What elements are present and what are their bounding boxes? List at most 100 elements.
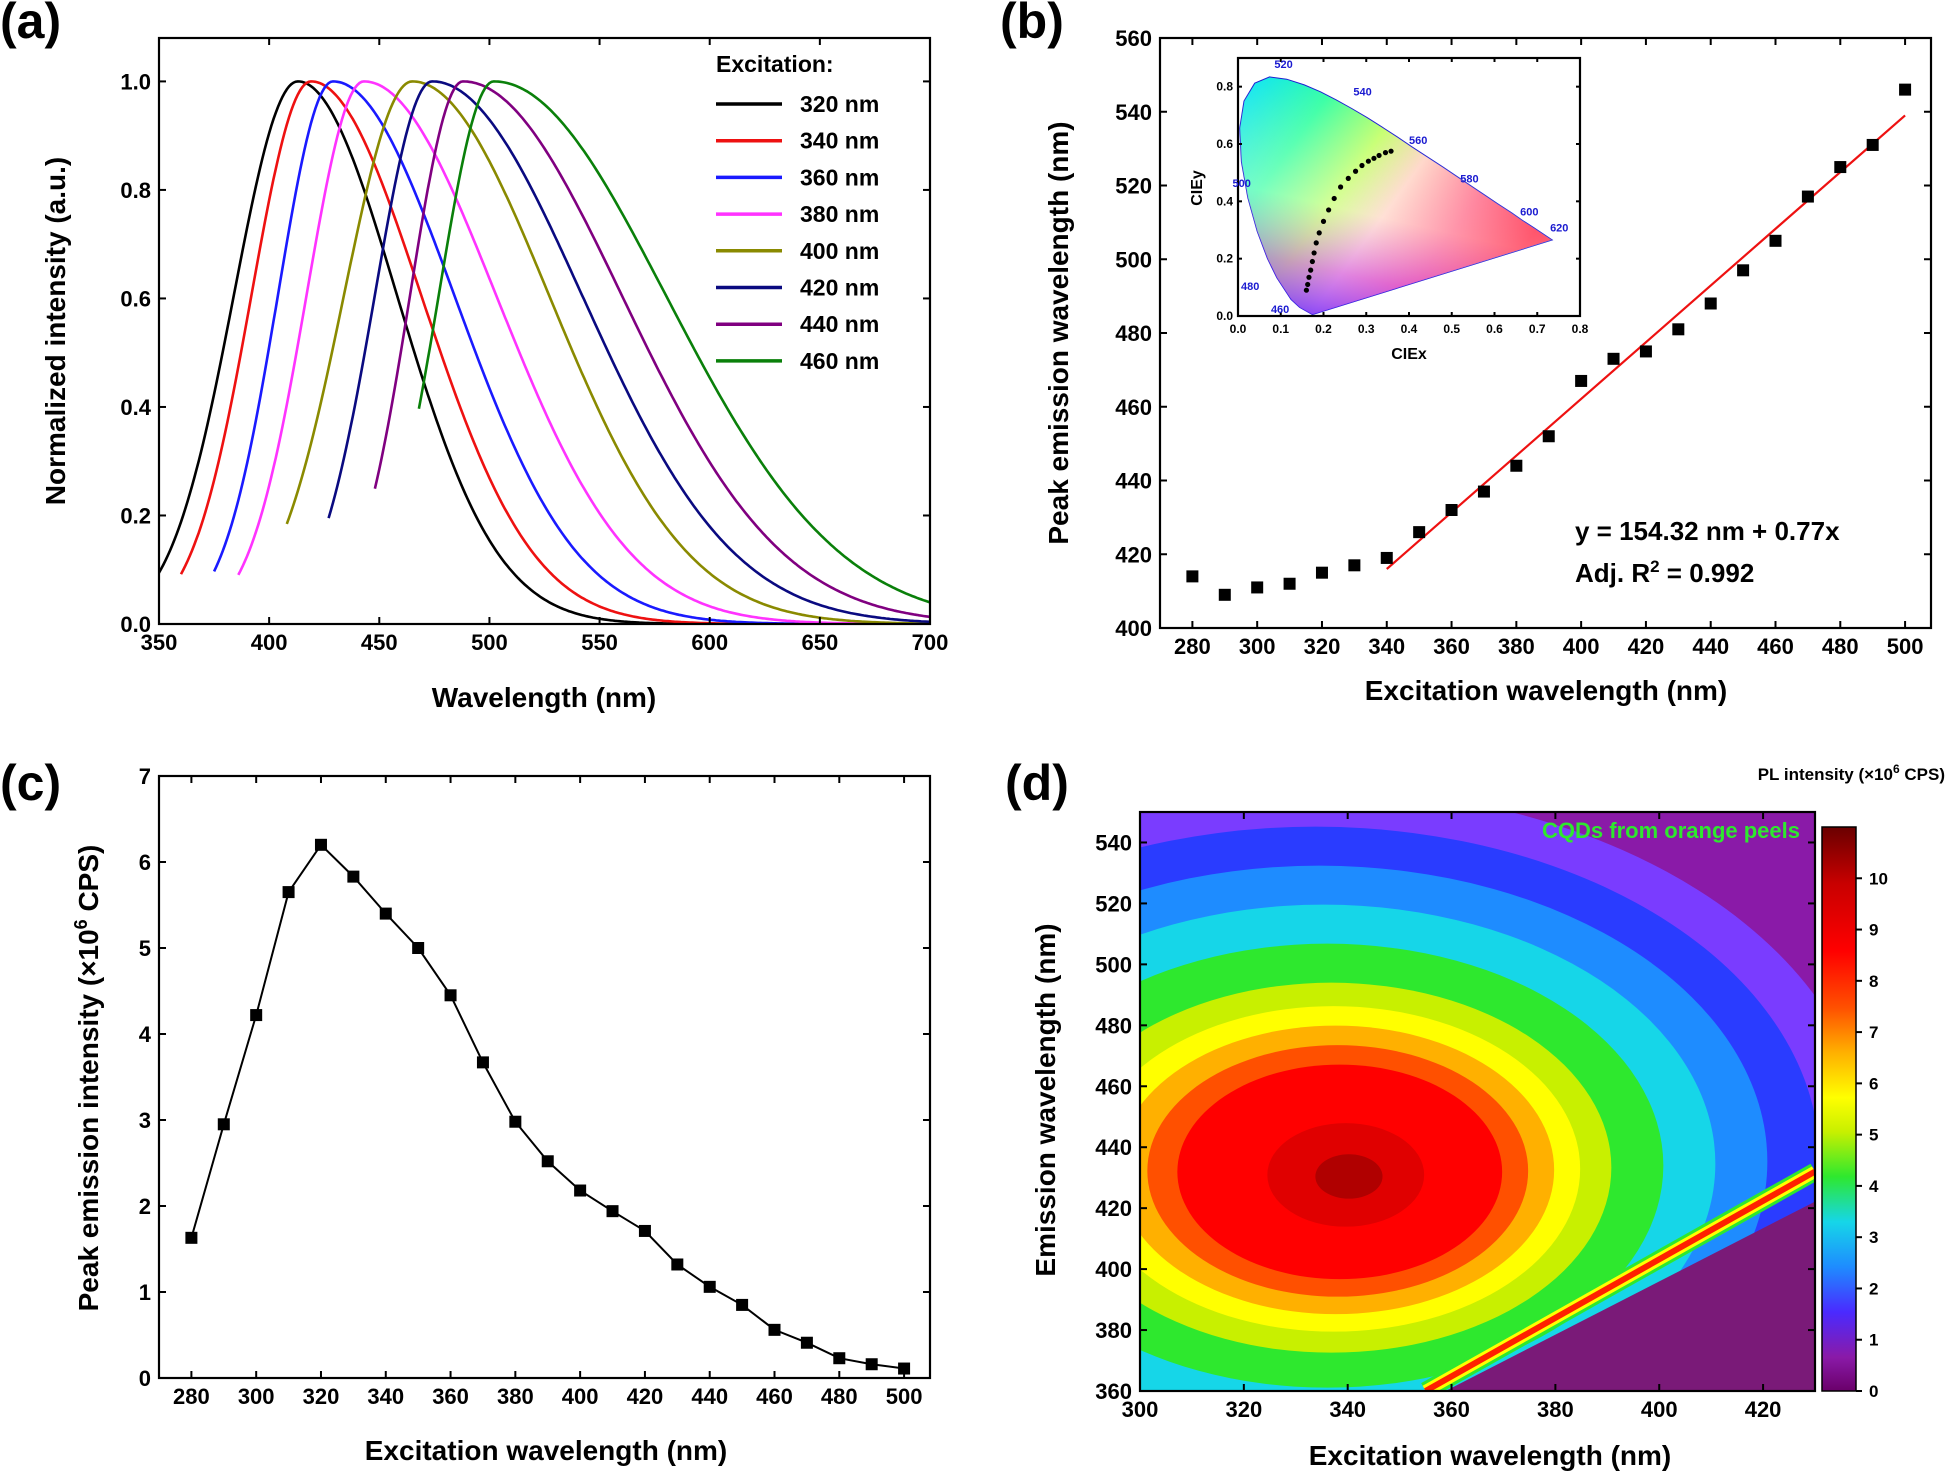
y-tick-label: 2	[139, 1194, 151, 1219]
x-tick-label: 480	[1822, 634, 1859, 659]
x-tick-label: 320	[303, 1384, 340, 1409]
y-tick-label: 460	[1095, 1074, 1132, 1099]
panel-c-xticks: 280 300 320 340 360 380 400 420 440 460 480 500	[173, 776, 922, 1409]
x-tick-label: 340	[367, 1384, 404, 1409]
contour-band	[1315, 1154, 1383, 1199]
data-point	[1607, 352, 1620, 365]
legend-label: 320 nm	[800, 91, 879, 117]
cie-inset: 0.0 0.1 0.2 0.3 0.4 0.5 0.6 0.7 0.8 0.0 0.2 0.4 0.6…	[1189, 56, 1589, 363]
cie-point	[1309, 258, 1315, 265]
data-point	[1639, 345, 1652, 358]
panel-a-yticks: 0.0 0.2 0.4 0.6 0.8 1.0	[120, 69, 930, 637]
data-point	[1283, 577, 1296, 590]
scatter-band	[1424, 1168, 1815, 1391]
x-tick-label: 320	[1225, 1397, 1262, 1422]
data-point	[1348, 559, 1361, 572]
cie-point	[1331, 195, 1337, 202]
data-point	[1801, 190, 1814, 203]
panel-d-ylabel: Emission wavelength (nm)	[1030, 923, 1061, 1276]
fit-line	[1386, 114, 1906, 570]
y-tick-label: 0.6	[1216, 137, 1233, 151]
y-tick-label: 500	[1115, 247, 1152, 272]
data-point	[541, 1155, 554, 1168]
x-tick-label: 500	[471, 630, 508, 655]
x-tick-label: 420	[627, 1384, 664, 1409]
data-point	[865, 1358, 878, 1371]
data-point	[476, 1056, 489, 1069]
legend-label: 460 nm	[800, 348, 879, 374]
cie-wavelength-label: 480	[1241, 281, 1259, 293]
y-tick-label: 540	[1095, 830, 1132, 855]
cie-wavelength-label: 500	[1232, 178, 1250, 190]
panel-b-xlabel: Excitation wavelength (nm)	[1365, 675, 1728, 706]
data-point	[1315, 566, 1328, 579]
x-tick-label: 400	[251, 630, 288, 655]
x-tick-label: 460	[756, 1384, 793, 1409]
colorbar-ticks: 0 1 2 3 4 5 6 7 8 9 10	[1856, 869, 1888, 1401]
colorbar-tick-label: 9	[1869, 921, 1878, 940]
y-tick-label: 3	[139, 1108, 151, 1133]
y-tick-label: 520	[1095, 891, 1132, 916]
spectrum-380nm	[237, 80, 930, 624]
x-tick-label: 0.3	[1358, 322, 1375, 336]
cie-point	[1308, 267, 1314, 273]
data-point	[1380, 551, 1393, 564]
x-tick-label: 280	[1174, 634, 1211, 659]
panel-c-xlabel: Excitation wavelength (nm)	[365, 1435, 728, 1466]
cie-wavelength-labels: 520 540 560 580 600 620 500 480 460	[1232, 59, 1568, 316]
x-tick-label: 380	[497, 1384, 534, 1409]
data-point	[282, 886, 295, 899]
cie-point	[1365, 158, 1371, 164]
spectrum-340nm	[179, 80, 930, 624]
x-tick-label: 420	[1628, 634, 1665, 659]
fit-equation: y = 154.32 nm + 0.77x	[1575, 516, 1840, 546]
panel-a-label: (a)	[0, 0, 61, 49]
data-point	[1866, 138, 1879, 151]
data-point	[217, 1118, 230, 1131]
y-tick-label: 480	[1095, 1013, 1132, 1038]
cie-point	[1303, 287, 1309, 293]
x-tick-label: 0.2	[1315, 322, 1332, 336]
spectrum-440nm	[373, 80, 930, 619]
colorbar-tick-label: 5	[1869, 1126, 1878, 1145]
y-tick-label: 400	[1095, 1257, 1132, 1282]
x-tick-label: 360	[432, 1384, 469, 1409]
y-tick-label: 500	[1095, 952, 1132, 977]
panel-c: (c) 280 300 320 340 360 380 400 420 440 460 480 500…	[0, 755, 932, 1466]
cie-wavelength-label: 520	[1274, 59, 1292, 71]
data-point	[1251, 581, 1264, 594]
x-tick-label: 380	[1537, 1397, 1574, 1422]
data-point	[638, 1224, 651, 1237]
heatmap	[1140, 812, 1815, 1391]
cie-point	[1316, 230, 1322, 236]
legend-label: 340 nm	[800, 128, 879, 154]
y-tick-label: 540	[1115, 100, 1152, 125]
data-point	[1445, 504, 1458, 516]
data-point	[1737, 264, 1750, 277]
x-tick-label: 300	[1122, 1397, 1159, 1422]
data-point	[1542, 430, 1555, 443]
data-point	[412, 942, 425, 954]
legend-label: 380 nm	[800, 201, 879, 227]
x-tick-label: 400	[562, 1384, 599, 1409]
cie-point	[1306, 274, 1312, 280]
y-tick-label: 360	[1095, 1379, 1132, 1404]
x-tick-label: 340	[1329, 1397, 1366, 1422]
cie-ylabel: CIEy	[1189, 170, 1206, 206]
panel-d-xlabel: Excitation wavelength (nm)	[1309, 1440, 1672, 1471]
panel-c-points	[185, 838, 911, 1375]
colorbar-title: PL intensity (×106 CPS)	[1758, 762, 1945, 784]
colorbar-tick-label: 4	[1869, 1177, 1879, 1196]
data-point	[185, 1231, 198, 1244]
spectrum-400nm	[285, 80, 930, 624]
panel-d-yticks: 360 380 400 420 440 460 480 500 520 540	[1095, 830, 1815, 1404]
y-tick-label: 520	[1115, 174, 1152, 199]
panel-a-xticks: 350 400 450 500 550 600 650 700	[141, 38, 948, 655]
colorbar-tick-label: 3	[1869, 1228, 1878, 1247]
data-point	[1704, 297, 1717, 310]
cie-wavelength-label: 580	[1460, 174, 1478, 186]
x-tick-label: 440	[1692, 634, 1729, 659]
data-point	[1510, 459, 1523, 472]
y-tick-label: 440	[1095, 1135, 1132, 1160]
